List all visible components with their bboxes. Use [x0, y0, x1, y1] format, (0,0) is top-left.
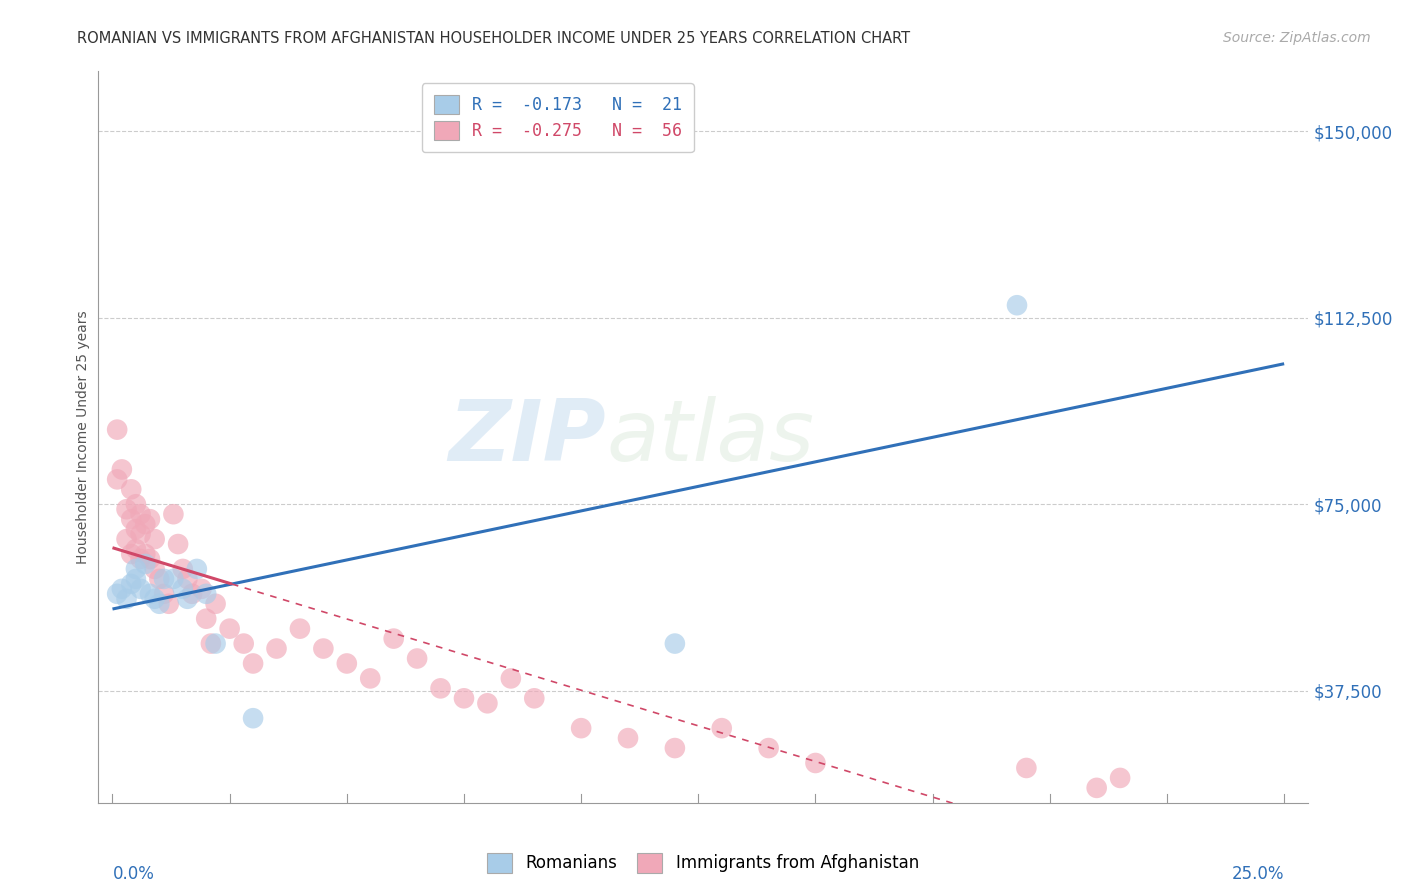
Point — [359, 672, 381, 686]
Point — [139, 587, 162, 601]
Point — [242, 657, 264, 671]
Point — [195, 587, 218, 601]
Text: 0.0%: 0.0% — [112, 865, 155, 883]
Point — [162, 507, 184, 521]
Point — [477, 696, 499, 710]
Point — [120, 577, 142, 591]
Point — [148, 572, 170, 586]
Point — [120, 483, 142, 497]
Point — [200, 636, 222, 650]
Point — [181, 587, 204, 601]
Point — [120, 547, 142, 561]
Point — [499, 672, 522, 686]
Point — [153, 572, 176, 586]
Point — [115, 591, 138, 606]
Point — [406, 651, 429, 665]
Point — [429, 681, 451, 696]
Point — [190, 582, 212, 596]
Y-axis label: Householder Income Under 25 years: Householder Income Under 25 years — [76, 310, 90, 564]
Point — [134, 547, 156, 561]
Point — [172, 562, 194, 576]
Point — [710, 721, 733, 735]
Point — [115, 502, 138, 516]
Point — [232, 636, 254, 650]
Point — [105, 472, 128, 486]
Point — [129, 527, 152, 541]
Point — [617, 731, 640, 745]
Point — [111, 462, 134, 476]
Point — [167, 537, 190, 551]
Point — [125, 497, 148, 511]
Point — [139, 512, 162, 526]
Point — [143, 591, 166, 606]
Text: ZIP: ZIP — [449, 395, 606, 479]
Point — [758, 741, 780, 756]
Point — [134, 557, 156, 571]
Point — [176, 591, 198, 606]
Point — [129, 552, 152, 566]
Point — [148, 597, 170, 611]
Point — [242, 711, 264, 725]
Point — [129, 582, 152, 596]
Point — [115, 532, 138, 546]
Point — [139, 552, 162, 566]
Point — [186, 562, 208, 576]
Text: atlas: atlas — [606, 395, 814, 479]
Point — [195, 612, 218, 626]
Point — [523, 691, 546, 706]
Legend: R =  -0.173   N =  21, R =  -0.275   N =  56: R = -0.173 N = 21, R = -0.275 N = 56 — [422, 83, 693, 152]
Point — [125, 572, 148, 586]
Text: ROMANIAN VS IMMIGRANTS FROM AFGHANISTAN HOUSEHOLDER INCOME UNDER 25 YEARS CORREL: ROMANIAN VS IMMIGRANTS FROM AFGHANISTAN … — [77, 31, 911, 46]
Point — [120, 512, 142, 526]
Point — [105, 423, 128, 437]
Point — [804, 756, 827, 770]
Point — [176, 572, 198, 586]
Point — [1015, 761, 1038, 775]
Point — [382, 632, 405, 646]
Point — [134, 517, 156, 532]
Point — [1085, 780, 1108, 795]
Point — [153, 587, 176, 601]
Point — [1005, 298, 1028, 312]
Point — [569, 721, 592, 735]
Point — [111, 582, 134, 596]
Point — [129, 507, 152, 521]
Point — [664, 636, 686, 650]
Point — [105, 587, 128, 601]
Point — [204, 597, 226, 611]
Point — [125, 522, 148, 536]
Point — [218, 622, 240, 636]
Point — [336, 657, 359, 671]
Point — [266, 641, 288, 656]
Point — [172, 582, 194, 596]
Point — [143, 562, 166, 576]
Point — [204, 636, 226, 650]
Point — [125, 542, 148, 557]
Text: Source: ZipAtlas.com: Source: ZipAtlas.com — [1223, 31, 1371, 45]
Point — [288, 622, 311, 636]
Point — [453, 691, 475, 706]
Point — [1109, 771, 1132, 785]
Point — [157, 597, 180, 611]
Point — [125, 562, 148, 576]
Point — [162, 572, 184, 586]
Point — [312, 641, 335, 656]
Point — [664, 741, 686, 756]
Legend: Romanians, Immigrants from Afghanistan: Romanians, Immigrants from Afghanistan — [481, 847, 925, 880]
Point — [143, 532, 166, 546]
Text: 25.0%: 25.0% — [1232, 865, 1284, 883]
